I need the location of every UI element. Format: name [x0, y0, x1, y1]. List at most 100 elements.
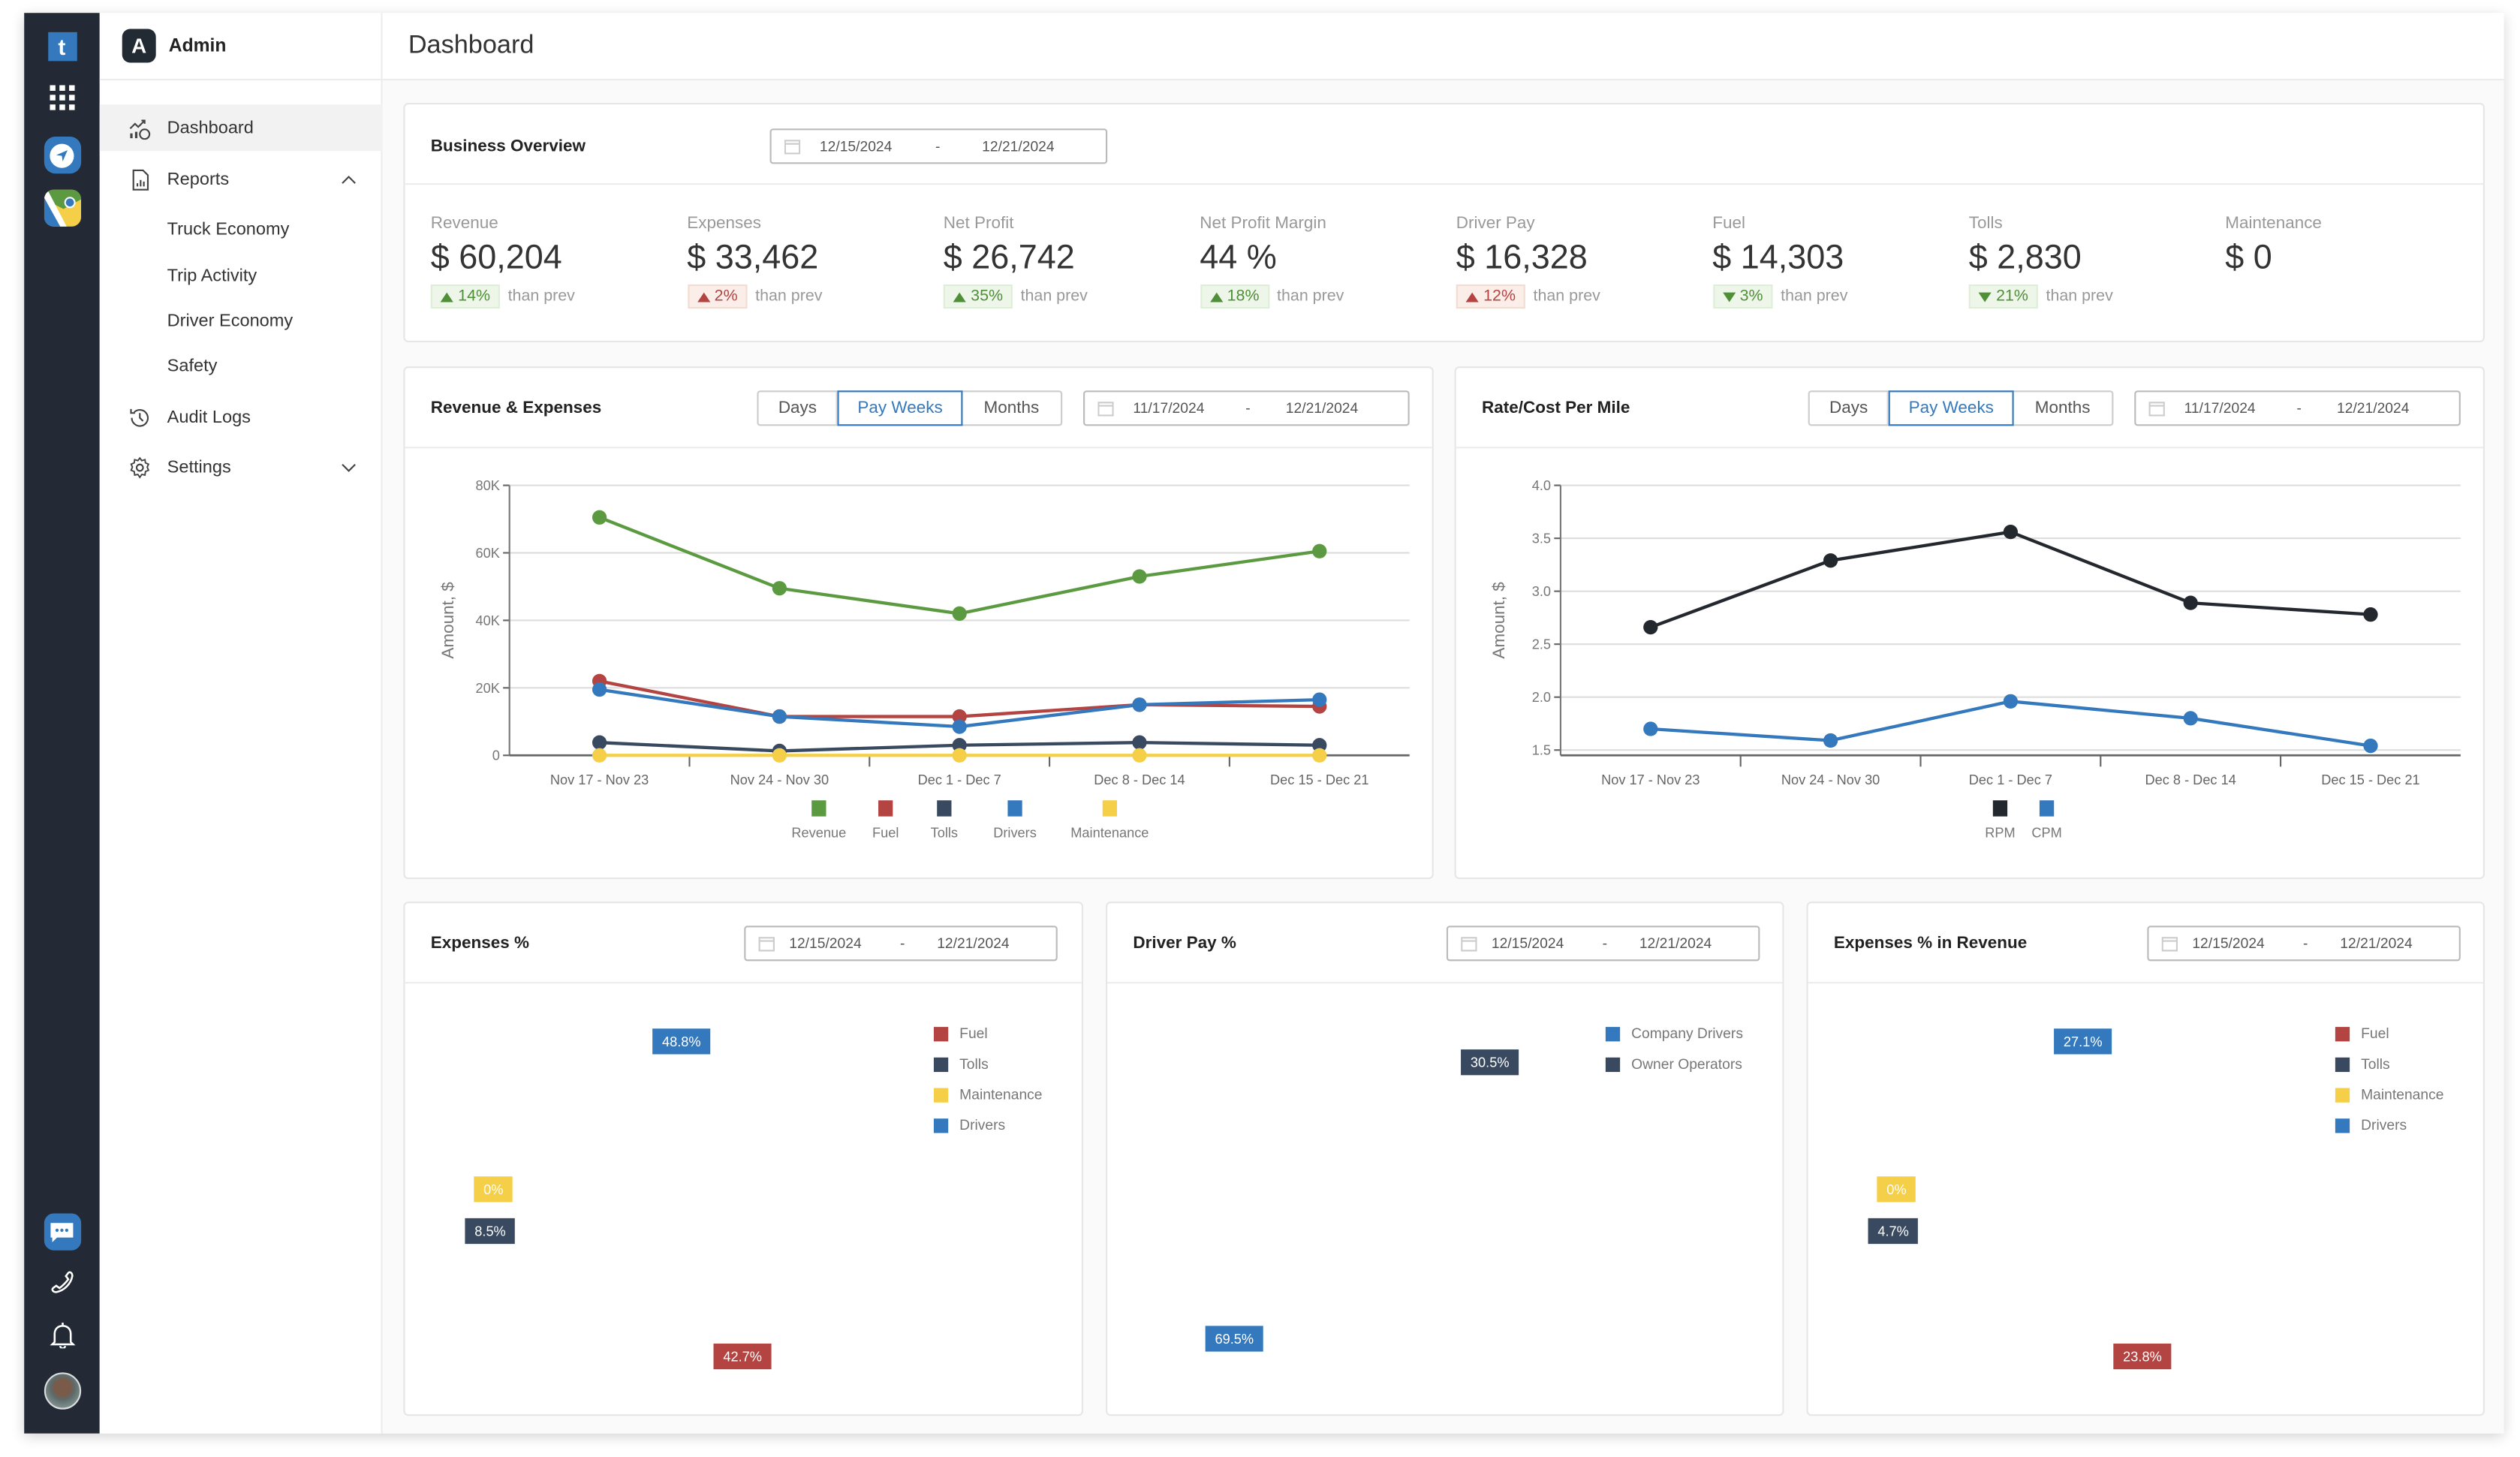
legend-item[interactable]: Owner Operators — [1605, 1056, 1742, 1072]
data-point-cpm[interactable] — [2363, 738, 2378, 754]
data-point-rpm[interactable] — [2003, 525, 2019, 540]
sidebar-item-safety[interactable]: Safety — [100, 342, 383, 389]
legend-item[interactable]: Maintenance — [933, 1086, 1043, 1103]
y-axis-title: Amount, $ — [1489, 582, 1508, 659]
data-point-rpm[interactable] — [1823, 553, 1838, 568]
sidebar-item-reports[interactable]: Reports — [100, 156, 383, 203]
data-point-cpm[interactable] — [2003, 694, 2019, 709]
legend-item[interactable]: Maintenance — [2335, 1086, 2443, 1103]
date-range-picker[interactable]: 11/17/2024 - 12/21/2024 — [2134, 390, 2461, 426]
data-point-fuel[interactable] — [952, 709, 967, 724]
data-point-tolls[interactable] — [1312, 738, 1327, 753]
data-point-maintenance[interactable] — [772, 748, 787, 763]
data-point-rpm[interactable] — [2363, 607, 2378, 622]
bell-icon[interactable] — [49, 1321, 75, 1349]
sidebar-item-settings[interactable]: Settings — [100, 444, 383, 490]
date-range-picker[interactable]: 12/15/2024 - 12/21/2024 — [744, 926, 1058, 962]
legend-item[interactable]: Drivers — [2335, 1117, 2407, 1133]
date-range-picker[interactable]: 12/15/2024 - 12/21/2024 — [2147, 926, 2461, 962]
legend-swatch — [2335, 1026, 2350, 1041]
legend-label[interactable]: Fuel — [872, 825, 899, 840]
data-point-maintenance[interactable] — [1312, 748, 1327, 763]
apps-grid-icon[interactable] — [49, 85, 74, 110]
data-point-tolls[interactable] — [592, 735, 607, 750]
tab-days[interactable]: Days — [1810, 392, 1889, 425]
slice-data-label: 48.8% — [652, 1028, 711, 1055]
date-range-picker[interactable]: 12/15/2024 - 12/21/2024 — [1446, 926, 1760, 962]
legend-swatch[interactable] — [811, 800, 826, 817]
data-point-revenue[interactable] — [1312, 543, 1327, 558]
t-logo-icon[interactable]: t — [47, 32, 77, 62]
tab-months[interactable]: Months — [983, 398, 1040, 418]
history-icon — [130, 408, 149, 426]
legend-swatch[interactable] — [1007, 800, 1022, 817]
legend-label[interactable]: RPM — [1985, 825, 2015, 840]
date-range-picker[interactable]: 11/17/2024 - 12/21/2024 — [1083, 390, 1410, 426]
tab-pay-weeks[interactable]: Pay Weeks — [1889, 390, 2013, 426]
data-point-drivers[interactable] — [772, 709, 787, 724]
calendar-icon — [2148, 402, 2165, 417]
data-point-maintenance[interactable] — [592, 748, 607, 763]
data-point-rpm[interactable] — [2183, 595, 2198, 610]
sidebar-item-driver-economy[interactable]: Driver Economy — [100, 297, 383, 344]
tab-days[interactable]: Days — [759, 392, 838, 425]
legend-label[interactable]: CPM — [2031, 825, 2061, 840]
legend-swatch[interactable] — [878, 800, 893, 817]
data-point-cpm[interactable] — [1823, 733, 1838, 748]
data-point-revenue[interactable] — [592, 510, 607, 525]
legend-swatch[interactable] — [937, 800, 952, 817]
x-tick-label: Dec 8 - Dec 14 — [2145, 772, 2236, 787]
data-point-revenue[interactable] — [1132, 569, 1147, 584]
tab-months[interactable]: Months — [2034, 398, 2091, 418]
chevron-up-icon[interactable] — [341, 171, 357, 187]
date-to: 12/21/2024 — [2340, 935, 2413, 952]
legend-item[interactable]: Fuel — [2335, 1025, 2389, 1041]
legend-item[interactable]: Tolls — [933, 1056, 989, 1072]
phone-icon[interactable] — [49, 1269, 74, 1295]
sidebar-item-trip-activity[interactable]: Trip Activity — [100, 252, 383, 299]
date-range-picker[interactable]: 12/15/2024 - 12/21/2024 — [769, 128, 1108, 164]
change-value: 18% — [1227, 287, 1260, 306]
data-point-cpm[interactable] — [1643, 721, 1658, 736]
legend-label[interactable]: Maintenance — [1070, 825, 1149, 840]
maps-icon[interactable] — [43, 189, 81, 227]
calendar-icon — [1461, 937, 1477, 952]
data-point-rpm[interactable] — [1643, 619, 1658, 635]
data-point-drivers[interactable] — [1312, 692, 1327, 707]
change-value: 14% — [458, 287, 491, 306]
legend-swatch[interactable] — [1992, 800, 2008, 817]
period-toggle: Days Pay Weeks Months — [1808, 390, 2114, 426]
than-prev-label: than prev — [2046, 287, 2113, 306]
chat-icon[interactable] — [43, 1213, 81, 1251]
data-point-maintenance[interactable] — [952, 748, 967, 763]
legend-item[interactable]: Company Drivers — [1605, 1025, 1743, 1041]
y-tick-label: 80K — [475, 478, 499, 493]
data-point-revenue[interactable] — [952, 606, 967, 622]
revenue-expenses-card: Revenue & Expenses Days Pay Weeks Months… — [403, 366, 1434, 880]
legend-item[interactable]: Fuel — [933, 1025, 988, 1041]
legend-swatch[interactable] — [1102, 800, 1117, 817]
data-point-tolls[interactable] — [952, 738, 967, 753]
legend-label[interactable]: Drivers — [993, 825, 1037, 840]
sidebar-item-dashboard[interactable]: Dashboard — [99, 104, 383, 152]
legend-label[interactable]: Revenue — [791, 825, 846, 840]
data-point-drivers[interactable] — [952, 719, 967, 734]
chevron-down-icon[interactable] — [341, 459, 357, 474]
data-point-drivers[interactable] — [592, 682, 607, 697]
data-point-tolls[interactable] — [1132, 735, 1147, 750]
sidebar-item-audit-logs[interactable]: Audit Logs — [100, 394, 383, 441]
legend-swatch[interactable] — [2039, 800, 2055, 817]
y-tick-label: 3.0 — [1532, 584, 1551, 599]
legend-item[interactable]: Tolls — [2335, 1056, 2390, 1072]
legend-label[interactable]: Tolls — [931, 825, 958, 840]
legend-item[interactable]: Drivers — [933, 1117, 1005, 1133]
navigation-icon[interactable] — [43, 136, 81, 174]
data-point-drivers[interactable] — [1132, 697, 1147, 712]
data-point-revenue[interactable] — [772, 581, 787, 596]
data-point-maintenance[interactable] — [1132, 748, 1147, 763]
sidebar-item-truck-economy[interactable]: Truck Economy — [100, 206, 383, 252]
tab-pay-weeks[interactable]: Pay Weeks — [838, 390, 962, 426]
legend-swatch — [933, 1026, 949, 1041]
data-point-cpm[interactable] — [2183, 711, 2198, 726]
avatar[interactable] — [43, 1372, 81, 1410]
